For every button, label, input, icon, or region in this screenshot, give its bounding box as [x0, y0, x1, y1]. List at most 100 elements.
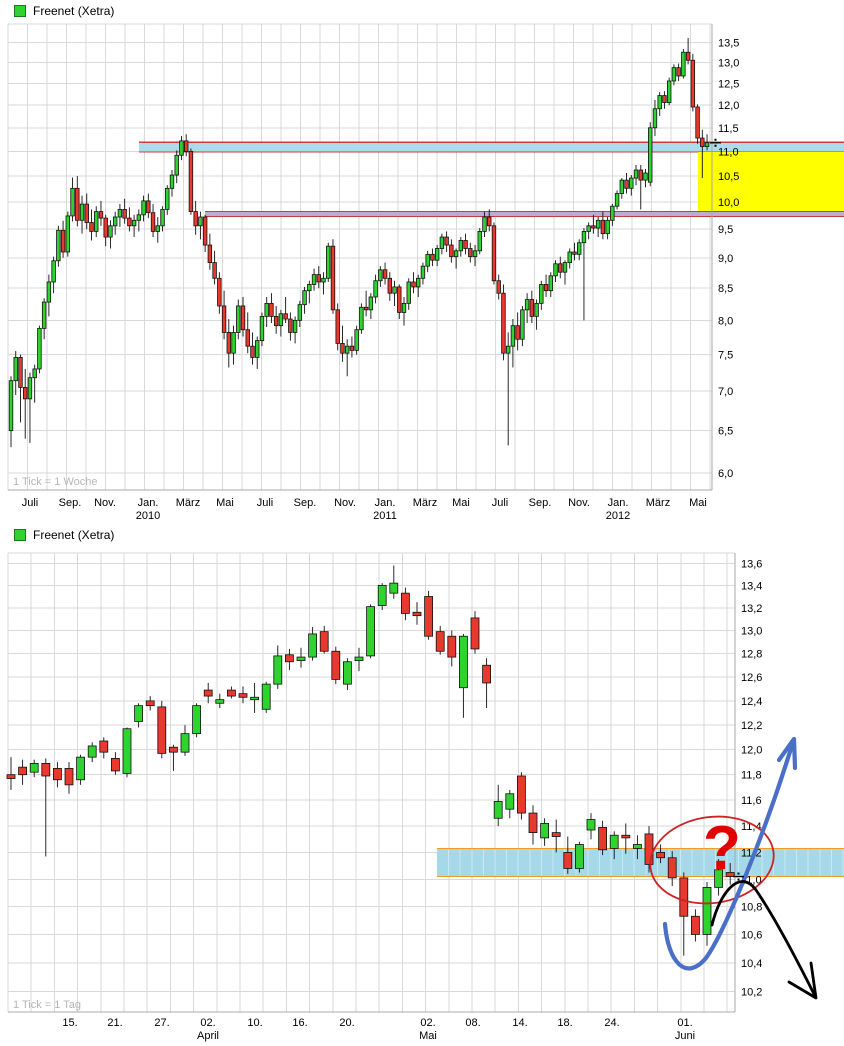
y-tick-label: 10,6: [741, 929, 762, 941]
candle-down: [691, 915, 700, 935]
candle-down: [193, 211, 198, 227]
candle-down: [435, 631, 445, 652]
candle-down: [598, 826, 607, 851]
gridlines: [7, 552, 735, 1012]
candle-up: [180, 733, 190, 753]
candle-down: [679, 877, 689, 917]
candle-up: [342, 661, 352, 685]
candle-down: [517, 775, 526, 814]
candle-down: [424, 596, 434, 637]
candle-down: [188, 150, 194, 212]
last-price-marker: [710, 138, 721, 147]
candle-down: [284, 654, 294, 663]
candle-down: [221, 305, 227, 333]
x-tick-label: 08.: [465, 1017, 480, 1029]
candle-up: [155, 225, 160, 232]
x-tick-label: 24.: [604, 1017, 619, 1029]
candle-down: [250, 345, 255, 358]
last-price-marker: [733, 872, 744, 881]
y-tick-label: 11,0: [718, 146, 739, 158]
candle-down: [64, 768, 74, 786]
y-tick-label: 11,6: [741, 795, 762, 807]
candle-up: [41, 301, 47, 329]
y-tick-label: 10,5: [718, 171, 739, 183]
x-tick-label: März: [176, 497, 200, 509]
candle-down: [430, 253, 435, 261]
candle-down: [316, 274, 321, 283]
candle-down: [662, 95, 667, 103]
x-tick-label: Juli: [22, 497, 39, 509]
candle-up: [633, 169, 639, 179]
y-tick-label: 11,8: [741, 770, 762, 782]
candle-down: [203, 689, 213, 697]
candle-up: [510, 325, 516, 347]
candle-down: [487, 216, 492, 227]
x-tick-label: Nov.: [334, 497, 356, 509]
candle-up: [292, 319, 298, 333]
candle-up: [666, 80, 672, 103]
candle-up: [378, 269, 383, 282]
candle-up: [553, 263, 558, 277]
candle-down: [644, 833, 654, 865]
candle-down: [6, 774, 16, 779]
candle-up: [643, 172, 648, 181]
candle-down: [202, 216, 208, 246]
candle-down: [41, 762, 51, 777]
candle-up: [198, 216, 203, 227]
x-tick-label: Juli: [492, 497, 509, 509]
candle-down: [212, 262, 217, 279]
candle-down: [667, 857, 677, 879]
y-tick-label: 13,0: [718, 58, 739, 70]
weekly-chart-legend: Freenet (Xetra): [14, 4, 114, 18]
candle-down: [638, 169, 643, 181]
y-tick-label: 10,0: [718, 197, 739, 209]
y-tick-label: 8,5: [718, 283, 733, 295]
candle-down: [18, 357, 23, 388]
candle-down: [145, 700, 155, 707]
candle-down: [444, 236, 449, 246]
candle-down: [207, 244, 213, 263]
candle-up: [359, 306, 364, 331]
candle-down: [245, 329, 250, 347]
axis-frame: [8, 24, 713, 491]
y-tick-label: 12,0: [741, 745, 762, 757]
candle-up: [389, 582, 399, 594]
candle-down: [217, 277, 222, 307]
candle-up: [477, 230, 482, 252]
candle-down: [84, 203, 89, 223]
candle-down: [288, 318, 293, 333]
y-tick-label: 13,2: [741, 603, 762, 615]
candle-up: [307, 284, 312, 292]
candle-up: [302, 290, 307, 306]
candle-up: [648, 127, 653, 183]
candle-up: [174, 154, 179, 176]
candle-up: [416, 277, 421, 288]
x-tick-label: Jan.: [138, 497, 159, 509]
candle-down: [463, 240, 468, 249]
candle-down: [60, 229, 66, 253]
candle-up: [160, 209, 165, 227]
candle-up: [540, 823, 549, 839]
x-tick-sublabel: 2010: [136, 510, 160, 522]
x-tick-sublabel: 2012: [606, 510, 630, 522]
candle-down: [624, 179, 629, 189]
candle-up: [610, 205, 615, 221]
y-tick-label: 13,6: [741, 558, 762, 570]
candles: [8, 38, 710, 448]
daily-tick-note: 1 Tick = 1 Tag: [13, 999, 81, 1011]
candle-up: [87, 745, 97, 758]
x-tick-label: 02.: [200, 1017, 215, 1029]
y-tick-label: 6,5: [718, 426, 733, 438]
candle-down: [168, 746, 178, 753]
candle-down: [558, 263, 563, 273]
candle-down: [725, 872, 735, 877]
y-tick-label: 10,2: [741, 987, 762, 999]
candle-down: [23, 387, 28, 400]
y-tick-label: 6,0: [718, 468, 733, 480]
candle-down: [226, 689, 236, 697]
candle-down: [676, 67, 681, 77]
y-tick-label: 13,0: [741, 625, 762, 637]
axis-frame: [8, 553, 736, 1013]
y-tick-label: 8,0: [718, 315, 733, 327]
candle-up: [321, 277, 326, 283]
